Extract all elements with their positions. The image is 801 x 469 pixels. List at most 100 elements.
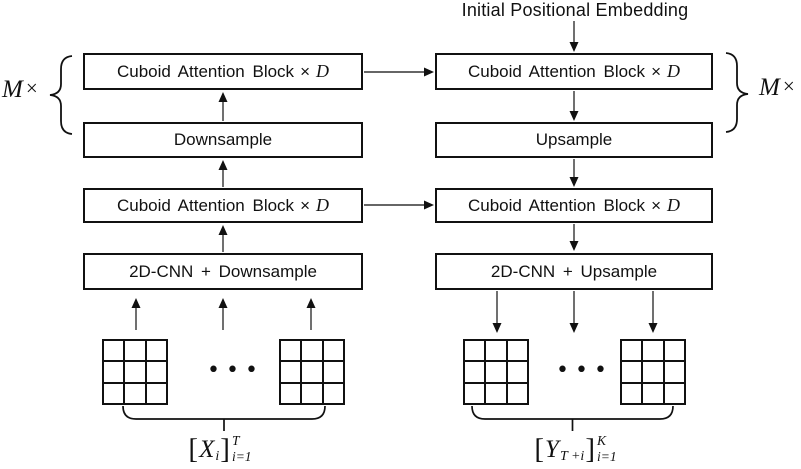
arrowhead-icon [306, 298, 316, 308]
upper-bound: K [597, 433, 607, 449]
m-symbol: M [759, 74, 780, 101]
grid-cell [146, 362, 166, 382]
block-label: Cuboid Attention Block [468, 61, 646, 81]
arrowhead-icon [424, 200, 434, 210]
output-frame-grid-1 [463, 339, 529, 405]
grid-cell [104, 362, 124, 382]
arrowhead-icon [131, 298, 141, 308]
arrowhead-icon [218, 92, 228, 102]
grid-cell [125, 383, 145, 403]
output-variable: Y [545, 435, 559, 463]
arrowhead-icon [569, 323, 579, 333]
grid-cell [465, 341, 485, 361]
grid-cell [281, 383, 301, 403]
decoder-cuboid-attention-block-2: Cuboid Attention Block × D [435, 53, 713, 90]
grid-cell [104, 341, 124, 361]
grid-cell [465, 362, 485, 382]
grid-cell [323, 362, 343, 382]
right-repeat-brace [725, 52, 749, 133]
m-symbol: M [2, 76, 23, 103]
output-ellipsis: ••• [556, 358, 613, 383]
grid-cell [622, 362, 642, 382]
upper-bound: T [231, 433, 240, 449]
grid-cell [302, 341, 322, 361]
block-label: 2D-CNN + Downsample [129, 261, 317, 281]
times-symbol: × [651, 195, 661, 215]
grid-cell [302, 383, 322, 403]
input-variable: X [199, 435, 215, 463]
arrowhead-icon [492, 323, 502, 333]
depth-variable: D [667, 195, 680, 215]
decoder-upsample-block: Upsample [435, 122, 713, 158]
grid-cell [486, 362, 506, 382]
left-repeat-count: M × [2, 77, 38, 102]
block-label: Upsample [535, 130, 613, 149]
times-symbol: × [25, 76, 38, 100]
grid-cell [125, 341, 145, 361]
grid-cell [323, 341, 343, 361]
times-symbol: × [300, 195, 310, 215]
grid-cell [486, 383, 506, 403]
grid-cell [507, 341, 527, 361]
grid-cell [643, 341, 663, 361]
block-label: Cuboid Attention Block [117, 61, 295, 81]
grid-cell [281, 341, 301, 361]
close-bracket: ] [585, 432, 595, 465]
depth-variable: D [667, 61, 680, 81]
grid-cell [664, 383, 684, 403]
close-bracket: ] [220, 432, 230, 465]
times-symbol: × [300, 61, 310, 81]
output-underbrace [471, 405, 674, 420]
arrowhead-icon [218, 160, 228, 170]
left-repeat-brace [49, 55, 73, 135]
encoder-cuboid-attention-block-2: Cuboid Attention Block × D [83, 53, 363, 90]
arrowhead-icon [218, 298, 228, 308]
grid-cell [643, 383, 663, 403]
grid-cell [146, 341, 166, 361]
arrowhead-icon [569, 111, 579, 121]
grid-cell [281, 362, 301, 382]
input-frame-grid-2 [279, 339, 345, 405]
right-repeat-count: M × [759, 75, 795, 100]
arrowhead-icon [569, 42, 579, 52]
grid-cell [622, 383, 642, 403]
grid-cell [622, 341, 642, 361]
grid-cell [507, 383, 527, 403]
grid-cell [486, 341, 506, 361]
initial-positional-embedding-label: Initial Positional Embedding [461, 0, 689, 20]
open-bracket: [ [188, 432, 199, 465]
encoder-cnn-downsample-block: 2D-CNN + Downsample [83, 253, 363, 290]
grid-cell [323, 383, 343, 403]
lower-bound: i=1 [597, 449, 617, 464]
input-frame-grid-1 [102, 339, 168, 405]
grid-cell [643, 362, 663, 382]
output-subscript: T +i [559, 449, 585, 464]
lower-bound: i=1 [231, 449, 252, 464]
output-frame-grid-2 [620, 339, 686, 405]
arrowhead-icon [569, 177, 579, 187]
grid-cell [104, 383, 124, 403]
block-label: 2D-CNN + Upsample [490, 261, 658, 281]
grid-cell [664, 341, 684, 361]
input-subscript: i [215, 449, 220, 464]
input-ellipsis: ••• [207, 358, 264, 383]
arrowhead-icon [424, 67, 434, 77]
encoder-downsample-block: Downsample [83, 122, 363, 158]
times-symbol: × [651, 61, 661, 81]
underbraces [122, 405, 674, 431]
grid-cell [465, 383, 485, 403]
encoder-cuboid-attention-block-1: Cuboid Attention Block × D [83, 188, 363, 223]
depth-variable: D [316, 61, 329, 81]
block-label: Cuboid Attention Block [117, 195, 295, 215]
arrowhead-icon [218, 225, 228, 235]
arrowhead-icon [648, 323, 658, 333]
input-underbrace [122, 405, 326, 420]
arrowhead-icon [569, 241, 579, 251]
block-label: Downsample [173, 130, 273, 149]
times-symbol: × [782, 74, 795, 98]
decoder-cuboid-attention-block-1: Cuboid Attention Block × D [435, 188, 713, 223]
